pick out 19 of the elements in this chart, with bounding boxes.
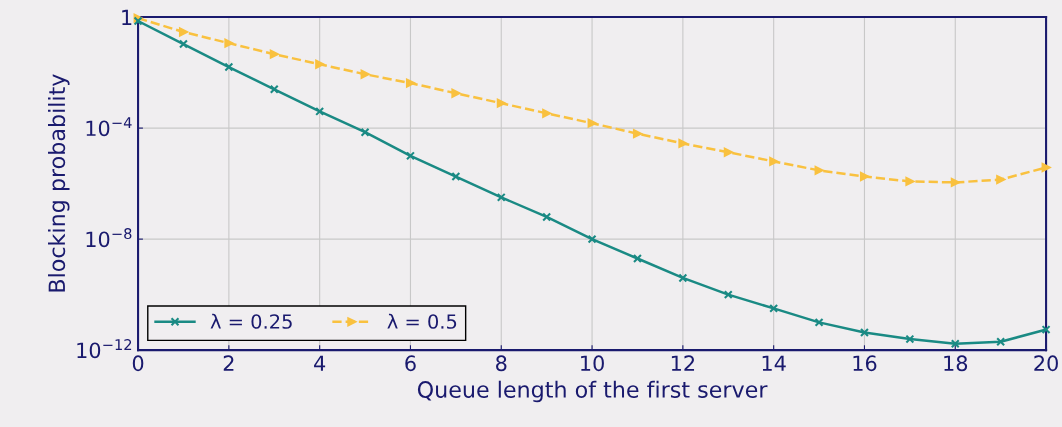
- x-axis-title: Queue length of the first server: [417, 380, 768, 403]
- x-tick-label: 2: [223, 355, 234, 371]
- y-tick-label: 10$^{−8}$: [86, 228, 132, 248]
- legend-label: λ = 0.25: [210, 313, 292, 329]
- x-tick-label: 10: [581, 355, 604, 372]
- x-tick-label: 14: [762, 355, 786, 371]
- x-tick-label: 12: [671, 355, 695, 371]
- y-tick-label: 10$^{−12}$: [77, 339, 132, 359]
- x-tick-label: 20: [1034, 355, 1058, 372]
- x-tick-label: 0: [132, 355, 144, 372]
- y-tick-label: 10$^{−4}$: [86, 117, 132, 137]
- x-tick-label: 4: [314, 355, 326, 371]
- x-tick-label: 8: [496, 355, 507, 372]
- x-tick-label: 6: [405, 355, 416, 372]
- y-axis-title: Blocking probability: [48, 74, 70, 292]
- y-tick-label: 1: [122, 9, 132, 25]
- legend-label: λ = 0.5: [387, 313, 457, 329]
- x-tick-label: 16: [853, 355, 877, 372]
- x-tick-label: 18: [944, 355, 968, 372]
